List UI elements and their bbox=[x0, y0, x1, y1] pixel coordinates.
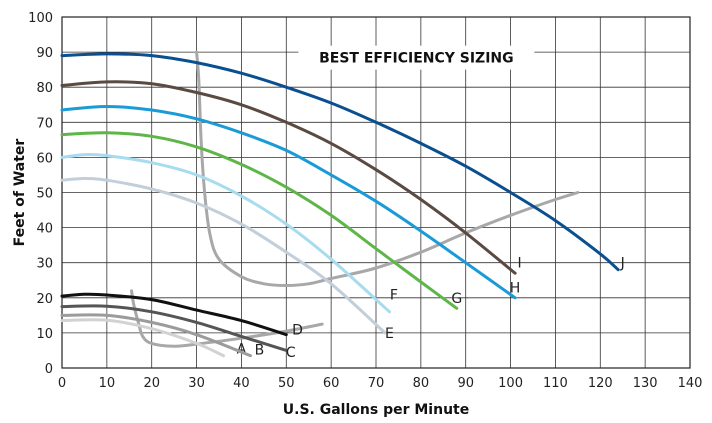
x-tick-label: 80 bbox=[413, 376, 430, 391]
y-axis-title: Feet of Water bbox=[12, 139, 28, 247]
series-label-G: G bbox=[451, 291, 462, 307]
x-tick-label: 50 bbox=[278, 376, 295, 391]
series-line-A bbox=[60, 318, 225, 358]
series-label-H: H bbox=[510, 280, 521, 296]
series-line-J bbox=[60, 52, 620, 272]
y-tick-label: 60 bbox=[36, 151, 53, 166]
series-label-F: F bbox=[390, 287, 398, 303]
series-line-E bbox=[60, 176, 387, 335]
x-tick-label: 20 bbox=[143, 376, 160, 391]
axis-layer: 0 10 20 30 40 50 60 70 80 90 100 110 120 130 140 0 10 20 3… bbox=[28, 11, 702, 391]
series-layer: A B CD E F G HI J bbox=[60, 50, 625, 361]
x-tick-label: 10 bbox=[99, 376, 116, 391]
series-label-E: E bbox=[385, 326, 394, 342]
y-tick-label: 10 bbox=[36, 327, 53, 342]
series-line-I bbox=[60, 80, 517, 275]
annotation-layer: BEST EFFICIENCY SIZING bbox=[298, 45, 535, 70]
series-line-G bbox=[60, 131, 459, 310]
series-line-D bbox=[60, 292, 288, 337]
x-tick-label: 110 bbox=[543, 376, 568, 391]
annotation-background bbox=[298, 45, 535, 70]
x-tick-label: 100 bbox=[498, 376, 523, 391]
annotation-best-efficiency: BEST EFFICIENCY SIZING bbox=[319, 51, 514, 67]
y-tick-label: 20 bbox=[36, 292, 53, 307]
y-tick-label: 70 bbox=[36, 116, 53, 131]
x-tick-label: 70 bbox=[368, 376, 385, 391]
y-tick-label: 100 bbox=[28, 11, 53, 26]
series-label-C: C bbox=[286, 345, 296, 361]
x-tick-label: 60 bbox=[323, 376, 340, 391]
series-label-D: D bbox=[292, 322, 303, 338]
series-line-B bbox=[60, 313, 252, 358]
plot-frame bbox=[61, 16, 691, 369]
series-label-B: B bbox=[255, 343, 265, 359]
x-axis-title: U.S. Gallons per Minute bbox=[283, 402, 469, 418]
series-line-C bbox=[60, 304, 288, 352]
series-line-F bbox=[60, 152, 391, 314]
series-label-I: I bbox=[517, 256, 521, 272]
x-tick-label: 40 bbox=[233, 376, 250, 391]
y-tick-label: 0 bbox=[45, 362, 53, 377]
series-line-H bbox=[60, 104, 517, 300]
y-tick-label: 80 bbox=[36, 81, 53, 96]
y-tick-label: 50 bbox=[36, 187, 53, 202]
x-tick-label: 0 bbox=[58, 376, 66, 391]
y-tick-label: 90 bbox=[36, 46, 53, 61]
y-tick-label: 30 bbox=[36, 257, 53, 272]
x-tick-label: 140 bbox=[678, 376, 703, 391]
x-tick-label: 130 bbox=[633, 376, 658, 391]
efficiency-curve-1 bbox=[130, 289, 324, 348]
grid-layer bbox=[61, 16, 691, 369]
y-tick-label: 40 bbox=[36, 222, 53, 237]
x-tick-label: 90 bbox=[457, 376, 474, 391]
series-label-A: A bbox=[237, 342, 247, 358]
series-label-J: J bbox=[620, 256, 625, 272]
x-tick-label: 120 bbox=[588, 376, 613, 391]
x-tick-label: 30 bbox=[188, 376, 205, 391]
